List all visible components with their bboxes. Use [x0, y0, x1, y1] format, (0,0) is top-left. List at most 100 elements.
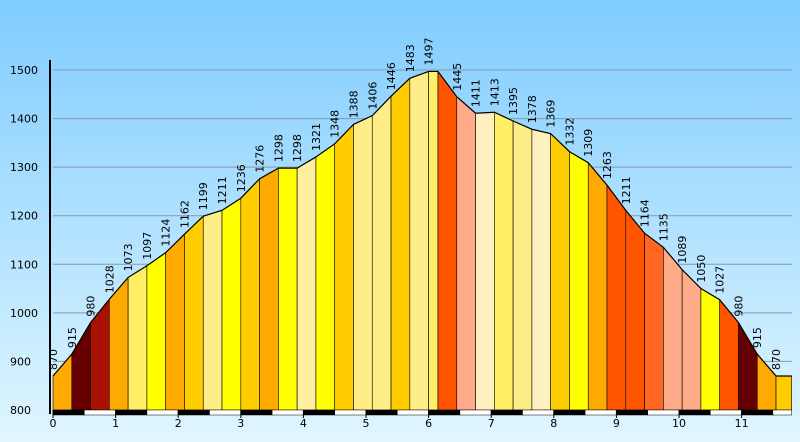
elevation-segment — [127, 265, 148, 411]
elevation-label: 1073 — [122, 243, 135, 271]
distance-bar-segment — [115, 409, 148, 416]
elevation-segment — [146, 252, 166, 411]
elevation-label: 980 — [732, 296, 745, 317]
elevation-label: 1135 — [657, 213, 670, 241]
elevation-label: 1388 — [347, 90, 360, 118]
elevation-label: 915 — [66, 327, 79, 348]
elevation-segment — [202, 209, 223, 411]
elevation-segment — [278, 167, 298, 411]
elevation-label: 1050 — [695, 255, 708, 283]
elevation-segment — [371, 95, 392, 411]
elevation-label: 1413 — [488, 78, 501, 106]
y-tick-label: 1000 — [10, 307, 38, 320]
elevation-label: 1164 — [639, 199, 652, 227]
elevation-label: 1211 — [216, 176, 229, 204]
elevation-label: 870 — [770, 349, 783, 370]
y-tick-label: 1200 — [10, 210, 38, 223]
elevation-segment — [184, 215, 204, 411]
elevation-label: 1348 — [329, 110, 342, 138]
distance-bar-segment — [428, 409, 461, 416]
elevation-segment — [531, 128, 551, 411]
distance-bar-segment — [490, 409, 523, 416]
elevation-label: 1298 — [291, 134, 304, 162]
elevation-label: 1089 — [676, 236, 689, 264]
elevation-label: 1497 — [423, 37, 436, 65]
elevation-segment — [221, 197, 242, 411]
distance-bar-segment — [616, 409, 648, 416]
elevation-label: 870 — [47, 349, 60, 370]
y-tick-label: 800 — [10, 404, 31, 417]
elevation-label: 980 — [85, 296, 98, 317]
distance-bar-segment — [240, 409, 273, 416]
elevation-label: 915 — [751, 327, 764, 348]
x-tick-label: 1 — [112, 417, 119, 430]
x-tick-label: 10 — [672, 417, 686, 430]
distance-bar-segment — [303, 409, 335, 416]
x-tick-label: 11 — [735, 417, 749, 430]
distance-bar-segment — [271, 409, 304, 416]
elevation-segment — [569, 151, 589, 411]
elevation-label: 1211 — [620, 176, 633, 204]
x-tick-label: 3 — [237, 417, 244, 430]
axes: 800 900 1000 1100 1200 1300 1400 1500 0 1 2 3 4 5 6 7 8 9… — [10, 60, 792, 430]
elevation-label: 1097 — [141, 232, 154, 260]
profile-line — [52, 70, 792, 377]
profile-outline — [52, 70, 792, 377]
elevation-segment — [353, 115, 373, 411]
elevation-label: 1298 — [272, 134, 285, 162]
elevation-label: 1028 — [103, 265, 116, 293]
elevation-label: 1483 — [404, 44, 417, 72]
elevation-segment — [550, 132, 570, 411]
elevation-segment — [644, 232, 664, 411]
y-tick-label: 1500 — [10, 64, 38, 77]
distance-bar-segment — [84, 409, 116, 416]
distance-bar-segment — [146, 409, 179, 416]
elevation-label: 1445 — [451, 63, 464, 91]
elevation-label: 1124 — [160, 219, 173, 247]
x-tick-label: 7 — [488, 417, 495, 430]
elevation-segment — [390, 77, 411, 411]
distance-bar-segment — [647, 409, 680, 416]
elevation-segment — [240, 178, 260, 411]
elevation-segment — [587, 161, 608, 411]
elevation-label: 1276 — [254, 145, 267, 173]
elevation-segment — [775, 375, 792, 411]
x-tick-label: 4 — [300, 417, 307, 430]
elevation-label: 1406 — [366, 82, 379, 110]
elevation-label: 1378 — [526, 95, 539, 123]
elevation-segment — [606, 184, 627, 411]
elevation-segment — [296, 156, 317, 411]
distance-bar-segment — [553, 409, 586, 416]
elevation-label: 1369 — [545, 100, 558, 128]
y-tick-label: 1400 — [10, 113, 38, 126]
elevation-segment — [428, 71, 439, 411]
elevation-segment — [456, 96, 476, 411]
data-labels: 870 915 980 1028 1073 1097 1124 1162 1199 1211 123… — [47, 37, 783, 370]
elevation-label: 1411 — [470, 79, 483, 107]
elevation-segment — [663, 246, 683, 411]
x-tick-label: 6 — [425, 417, 432, 430]
x-tick-label: 8 — [550, 417, 557, 430]
distance-bar-segment — [334, 409, 367, 416]
elevation-segment — [109, 276, 129, 411]
x-tick-label: 0 — [50, 417, 57, 430]
elevation-segment — [259, 167, 279, 411]
elevation-segment — [625, 209, 645, 411]
y-tick-label: 1300 — [10, 161, 38, 174]
distance-bar-segment — [772, 409, 792, 416]
elevation-segment — [475, 111, 495, 411]
elevation-label: 1321 — [310, 123, 323, 151]
distance-bar-segment — [365, 409, 398, 416]
distance-bar-segment — [397, 409, 429, 416]
distance-bar-segment — [710, 409, 742, 416]
elevation-label: 1446 — [385, 62, 398, 90]
elevation-label: 1236 — [235, 164, 248, 192]
distance-bar-segment — [209, 409, 242, 416]
elevation-label: 1199 — [197, 182, 210, 210]
elevation-segment — [437, 70, 458, 411]
x-tick-label: 5 — [363, 417, 370, 430]
elevation-segment — [700, 288, 720, 411]
elevation-label: 1395 — [507, 87, 520, 115]
